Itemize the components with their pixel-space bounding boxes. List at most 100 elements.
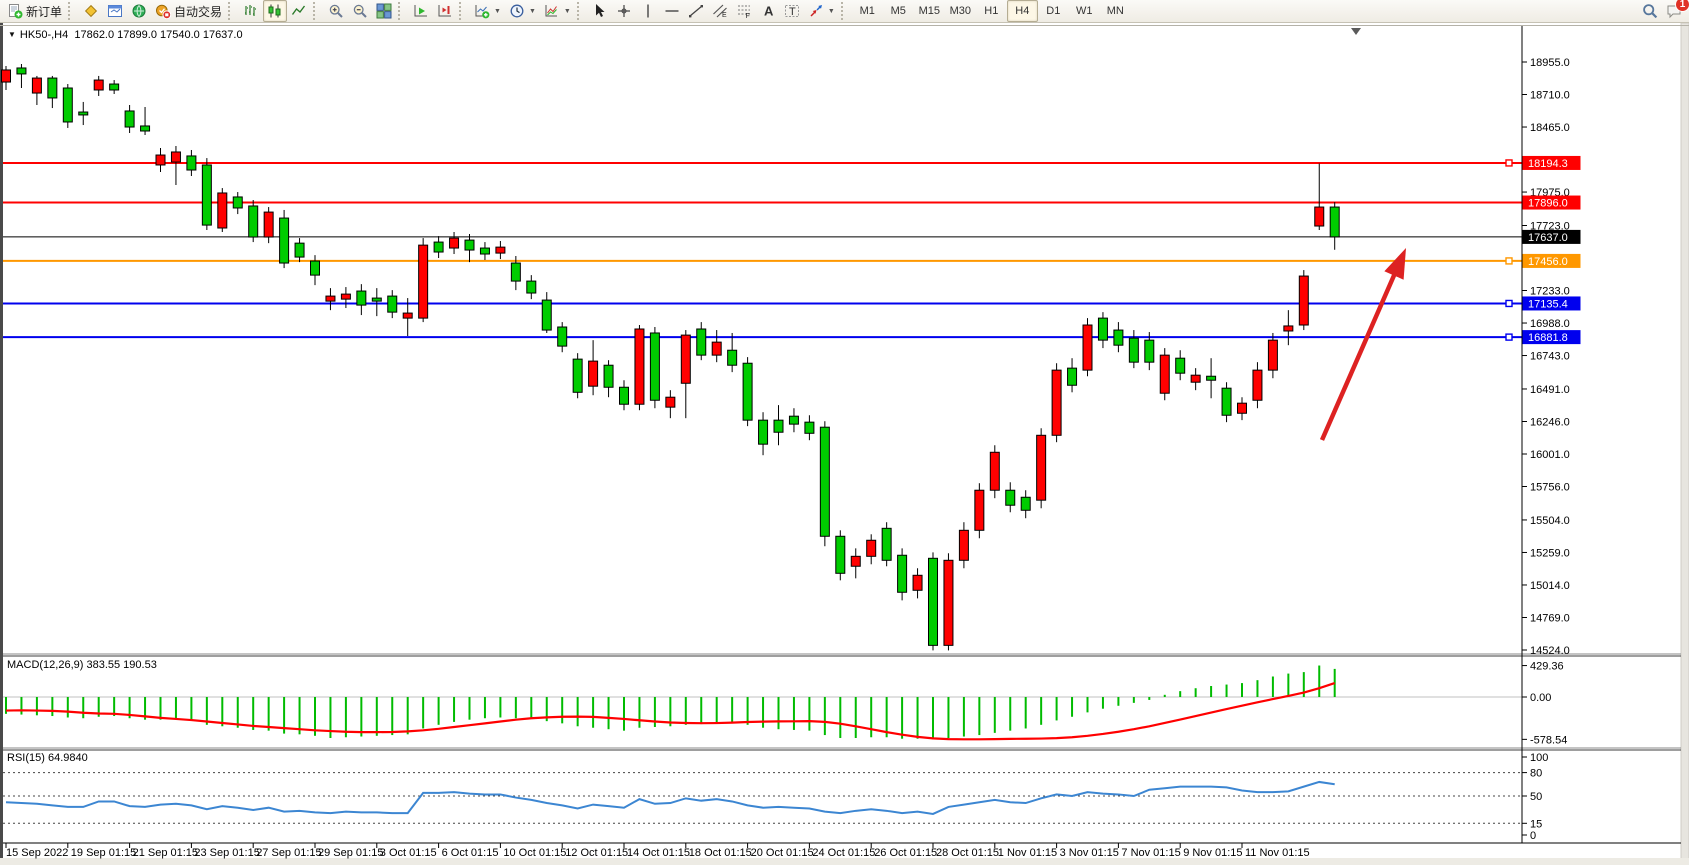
candle-up bbox=[1252, 369, 1263, 401]
line-anchor-marker[interactable] bbox=[1505, 159, 1513, 167]
line-chart-mode-button[interactable] bbox=[287, 0, 311, 22]
timeframe-m15-button[interactable]: M15 bbox=[918, 5, 940, 17]
line-anchor-marker[interactable] bbox=[1505, 299, 1513, 308]
new-order-button[interactable]: 新订单 bbox=[3, 0, 66, 22]
toolbar-separator bbox=[68, 2, 77, 20]
timeframe-m30-button[interactable]: M30 bbox=[949, 5, 971, 17]
price-tick-label: 16743.0 bbox=[1530, 351, 1570, 363]
candle-up bbox=[1051, 369, 1062, 436]
candle-down bbox=[742, 362, 753, 421]
text-a-icon: A bbox=[764, 4, 774, 19]
candle-down bbox=[109, 83, 120, 91]
time-tick-label: 9 Nov 01:15 bbox=[1183, 847, 1242, 859]
fibonacci-button[interactable]: F bbox=[732, 0, 756, 22]
candle-down bbox=[510, 262, 521, 282]
zoom-in-button[interactable] bbox=[324, 0, 348, 22]
candle-chart-mode-button[interactable] bbox=[263, 0, 288, 22]
chevron-down-icon[interactable]: ▼ bbox=[528, 7, 536, 15]
auto-trading-button[interactable]: 自动交易 bbox=[151, 0, 226, 22]
timeframe-mn-button[interactable]: MN bbox=[1106, 5, 1124, 17]
bar-chart-mode-button[interactable] bbox=[239, 0, 263, 22]
chevron-down-icon[interactable]: ▼ bbox=[827, 7, 835, 15]
timeframe-m5-button[interactable]: M5 bbox=[890, 5, 906, 17]
cursor-button[interactable] bbox=[588, 0, 612, 22]
trend-arrow-head[interactable] bbox=[1384, 248, 1406, 280]
line-anchor-marker[interactable] bbox=[1505, 257, 1513, 265]
crosshair-button[interactable] bbox=[612, 0, 636, 22]
candlestick-series bbox=[1, 63, 1340, 651]
time-tick-label: 11 Nov 01:15 bbox=[1245, 847, 1310, 859]
timeframe-m1-button[interactable]: M1 bbox=[859, 5, 875, 17]
line-anchor-marker[interactable] bbox=[1505, 333, 1513, 341]
time-tick-label: 19 Sep 01:15 bbox=[71, 847, 136, 859]
scrollbar-track[interactable] bbox=[1680, 22, 1689, 865]
vertical-line-button[interactable] bbox=[636, 0, 660, 22]
auto-scroll-button[interactable] bbox=[409, 0, 433, 22]
gold-diamond-icon bbox=[84, 4, 98, 18]
chart-shift-button[interactable] bbox=[433, 0, 457, 22]
candle-down bbox=[897, 554, 908, 593]
rsi-tick-label: 50 bbox=[1530, 791, 1542, 803]
price-line-label-box bbox=[1522, 330, 1581, 345]
new-chart-button[interactable]: ▼ bbox=[470, 0, 505, 22]
channel-icon: E bbox=[712, 4, 727, 19]
equidistant-channel-button[interactable]: E bbox=[708, 0, 732, 22]
text-label-button[interactable]: T bbox=[780, 0, 804, 22]
candle-up bbox=[680, 334, 691, 384]
candle-down bbox=[928, 557, 938, 646]
timeframe-h1-button[interactable]: H1 bbox=[984, 5, 999, 17]
trendline-button[interactable] bbox=[684, 0, 708, 22]
timeframe-w1-button[interactable]: W1 bbox=[1076, 5, 1093, 17]
trend-arrow-shaft[interactable] bbox=[1319, 269, 1399, 441]
candle-up bbox=[495, 246, 506, 254]
price-tick-label: 17723.0 bbox=[1530, 220, 1570, 232]
metaquotes-button[interactable] bbox=[79, 0, 103, 22]
template-icon bbox=[545, 5, 557, 17]
arrows-button[interactable]: ▼ bbox=[804, 0, 839, 22]
chevron-down-icon[interactable]: ▼ bbox=[494, 7, 501, 15]
periods-button[interactable]: ▼ bbox=[505, 0, 540, 22]
candle-down bbox=[387, 295, 398, 313]
notifications-button[interactable]: 1 bbox=[1662, 0, 1689, 22]
time-tick-label: 28 Oct 01:15 bbox=[936, 847, 999, 859]
news-button[interactable] bbox=[127, 0, 151, 22]
candle-down bbox=[201, 164, 212, 226]
price-tick-label: 16988.0 bbox=[1530, 318, 1570, 330]
time-tick-label: 15 Sep 2022 bbox=[6, 847, 68, 859]
svg-text:E: E bbox=[722, 12, 727, 19]
chevron-down-icon[interactable]: ▼ bbox=[563, 7, 571, 15]
toolbar-separator bbox=[313, 2, 322, 20]
candle-up bbox=[1314, 206, 1325, 227]
candle-down bbox=[835, 535, 846, 574]
zoom-out-button[interactable] bbox=[348, 0, 372, 22]
price-line-label: 17135.4 bbox=[1528, 298, 1568, 310]
notification-badge: 1 bbox=[1675, 0, 1689, 12]
chart-shift-marker[interactable] bbox=[1351, 28, 1361, 35]
time-tick-label: 12 Oct 01:15 bbox=[565, 847, 628, 859]
candle-up bbox=[1298, 275, 1309, 326]
price-tick-label: 15259.0 bbox=[1530, 547, 1570, 559]
toolbar-separator bbox=[228, 2, 237, 20]
templates-button[interactable]: ▼ bbox=[540, 0, 575, 22]
candle-up bbox=[1237, 402, 1247, 414]
autoscroll-icon bbox=[414, 5, 428, 17]
search-button[interactable] bbox=[1638, 0, 1662, 22]
text-button[interactable]: A bbox=[756, 0, 780, 22]
candle-down bbox=[773, 419, 784, 433]
timeframe-d1-button[interactable]: D1 bbox=[1046, 5, 1061, 17]
candle-up bbox=[325, 295, 336, 302]
candle-down bbox=[1175, 357, 1186, 374]
timeframe-h4-button[interactable]: H4 bbox=[1006, 0, 1038, 22]
horizontal-line-button[interactable] bbox=[660, 0, 684, 22]
candle-up bbox=[974, 489, 985, 531]
candle-up bbox=[418, 244, 429, 319]
chart-window-background bbox=[0, 23, 1689, 865]
tile-windows-button[interactable] bbox=[372, 0, 396, 22]
candle-down bbox=[1020, 496, 1031, 511]
candle-down bbox=[572, 358, 583, 393]
hline-icon bbox=[665, 10, 679, 12]
line-chart-icon bbox=[291, 5, 306, 15]
data-window-button[interactable] bbox=[103, 0, 127, 22]
price-tick-label: 15756.0 bbox=[1530, 482, 1570, 494]
